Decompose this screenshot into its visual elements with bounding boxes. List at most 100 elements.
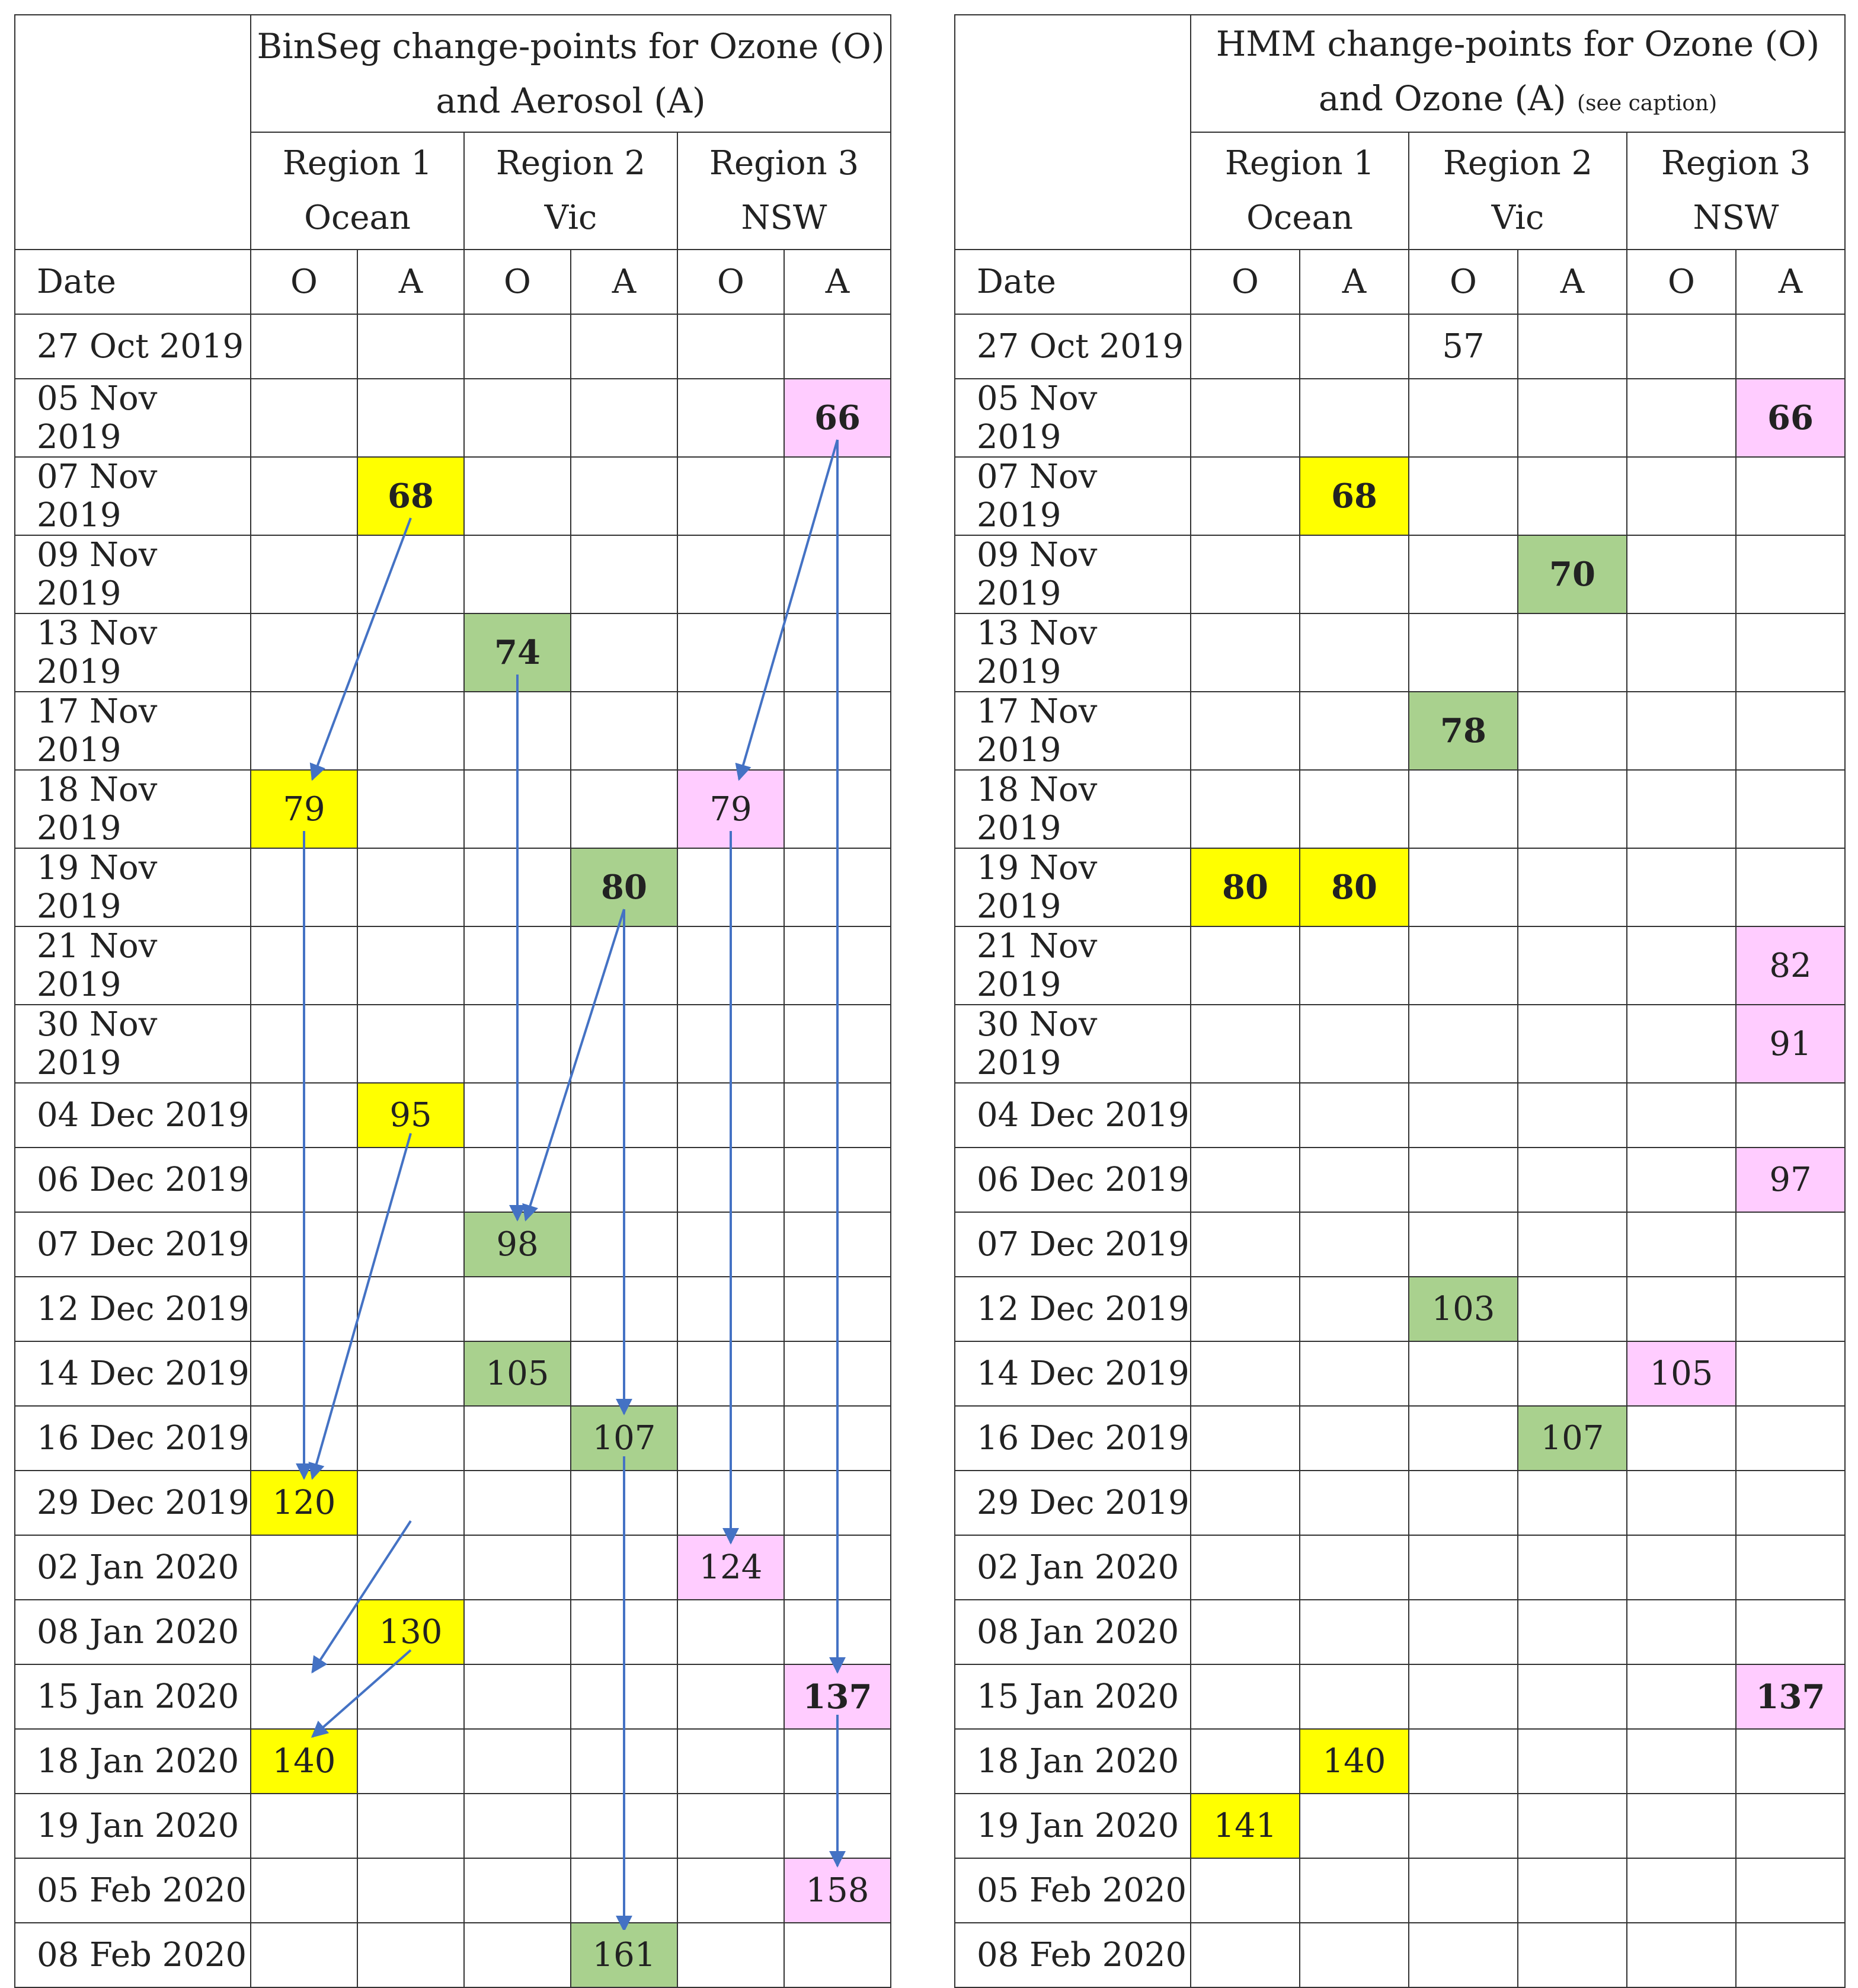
column-header: O (1408, 249, 1518, 315)
table-row: 12 Dec 2019 (14, 1276, 891, 1342)
date-cell: 30 Nov 2019 (14, 1004, 251, 1084)
empty-cell (357, 926, 465, 1005)
date-cell: 18 Nov 2019 (14, 769, 251, 849)
empty-cell (1408, 1004, 1518, 1084)
empty-cell (784, 456, 891, 536)
table-row: 07 Nov 2019 68 (954, 456, 1846, 536)
date-cell: 07 Nov 2019 (14, 456, 251, 536)
column-header: A (1517, 249, 1627, 315)
corner-cell (954, 14, 1191, 250)
empty-cell (1190, 1405, 1300, 1471)
table-row: 08 Feb 2020 161 (14, 1922, 891, 1988)
title-note: (see caption) (1577, 91, 1718, 116)
empty-cell (250, 1341, 358, 1407)
change-point-cell: 130 (357, 1599, 465, 1665)
empty-cell (463, 1405, 571, 1471)
empty-cell (784, 1147, 891, 1213)
change-point-cell: 80 (570, 848, 678, 927)
empty-cell (677, 848, 785, 927)
change-point-cell: 66 (784, 378, 891, 458)
empty-cell (1626, 1004, 1737, 1084)
empty-cell (570, 1276, 678, 1342)
empty-cell (784, 1793, 891, 1859)
empty-cell (1626, 1728, 1737, 1794)
empty-cell (1408, 1341, 1518, 1407)
empty-cell (1190, 1147, 1300, 1213)
empty-cell (357, 1535, 465, 1600)
date-cell: 07 Dec 2019 (14, 1212, 251, 1277)
date-cell: 19 Jan 2020 (954, 1793, 1191, 1859)
change-point-cell: 161 (570, 1922, 678, 1988)
table-row: 08 Feb 2020 (954, 1922, 1846, 1988)
empty-cell (1190, 314, 1300, 379)
empty-cell (677, 1858, 785, 1923)
region-header: Region 3 NSW (1626, 132, 1846, 250)
date-cell: 06 Dec 2019 (14, 1147, 251, 1213)
empty-cell (250, 1082, 358, 1148)
date-cell: 29 Dec 2019 (954, 1470, 1191, 1536)
empty-cell (357, 535, 465, 614)
empty-cell (1735, 1470, 1846, 1536)
empty-cell (1735, 769, 1846, 849)
table-row: 06 Dec 2019 97 (954, 1147, 1846, 1213)
empty-cell (1408, 1405, 1518, 1471)
table-row: 05 Feb 2020 (954, 1858, 1846, 1923)
table-row: 18 Nov 2019 (954, 769, 1846, 849)
date-cell: 16 Dec 2019 (954, 1405, 1191, 1471)
empty-cell (357, 848, 465, 927)
empty-cell (1517, 1664, 1627, 1730)
date-header: Date (14, 249, 251, 315)
empty-cell (1626, 1470, 1737, 1536)
table-row: 08 Jan 2020 (954, 1599, 1846, 1665)
empty-cell (1408, 769, 1518, 849)
empty-cell (1626, 1535, 1737, 1600)
empty-cell (1190, 1922, 1300, 1988)
empty-cell (1299, 1082, 1409, 1148)
empty-cell (784, 1535, 891, 1600)
table-row: 14 Dec 2019 105 (954, 1341, 1846, 1407)
date-cell: 16 Dec 2019 (14, 1405, 251, 1471)
change-point-cell: 68 (357, 456, 465, 536)
empty-cell (784, 613, 891, 692)
empty-cell (463, 691, 571, 771)
table-row: 13 Nov 2019 74 (14, 613, 891, 692)
empty-cell (677, 314, 785, 379)
date-cell: 19 Nov 2019 (954, 848, 1191, 927)
empty-cell (357, 378, 465, 458)
empty-cell (1517, 1793, 1627, 1859)
table-row: 05 Feb 2020 158 (14, 1858, 891, 1923)
date-cell: 13 Nov 2019 (954, 613, 1191, 692)
date-cell: 18 Jan 2020 (954, 1728, 1191, 1794)
empty-cell (1626, 926, 1737, 1005)
region-header: Region 3 NSW (677, 132, 891, 250)
change-point-cell: 98 (463, 1212, 571, 1277)
empty-cell (570, 691, 678, 771)
empty-cell (570, 456, 678, 536)
empty-cell (1299, 314, 1409, 379)
empty-cell (784, 1599, 891, 1665)
title-line-2: and Aerosol (A) (436, 81, 706, 121)
region-header: Region 2 Vic (1408, 132, 1627, 250)
empty-cell (570, 1341, 678, 1407)
empty-cell (677, 1212, 785, 1277)
empty-cell (357, 691, 465, 771)
empty-cell (1299, 1405, 1409, 1471)
empty-cell (1626, 1664, 1737, 1730)
empty-cell (1408, 1922, 1518, 1988)
empty-cell (463, 456, 571, 536)
empty-cell (570, 1599, 678, 1665)
empty-cell (570, 1793, 678, 1859)
change-point-cell: 82 (1735, 926, 1846, 1005)
empty-cell (570, 378, 678, 458)
empty-cell (1626, 1082, 1737, 1148)
empty-cell (1626, 613, 1737, 692)
date-header: Date (954, 249, 1191, 315)
empty-cell (250, 1664, 358, 1730)
table-row: 16 Dec 2019 107 (14, 1405, 891, 1471)
empty-cell (1517, 1599, 1627, 1665)
date-cell: 04 Dec 2019 (954, 1082, 1191, 1148)
empty-cell (784, 1004, 891, 1084)
empty-cell (250, 1004, 358, 1084)
column-header: A (357, 249, 465, 315)
empty-cell (1408, 456, 1518, 536)
